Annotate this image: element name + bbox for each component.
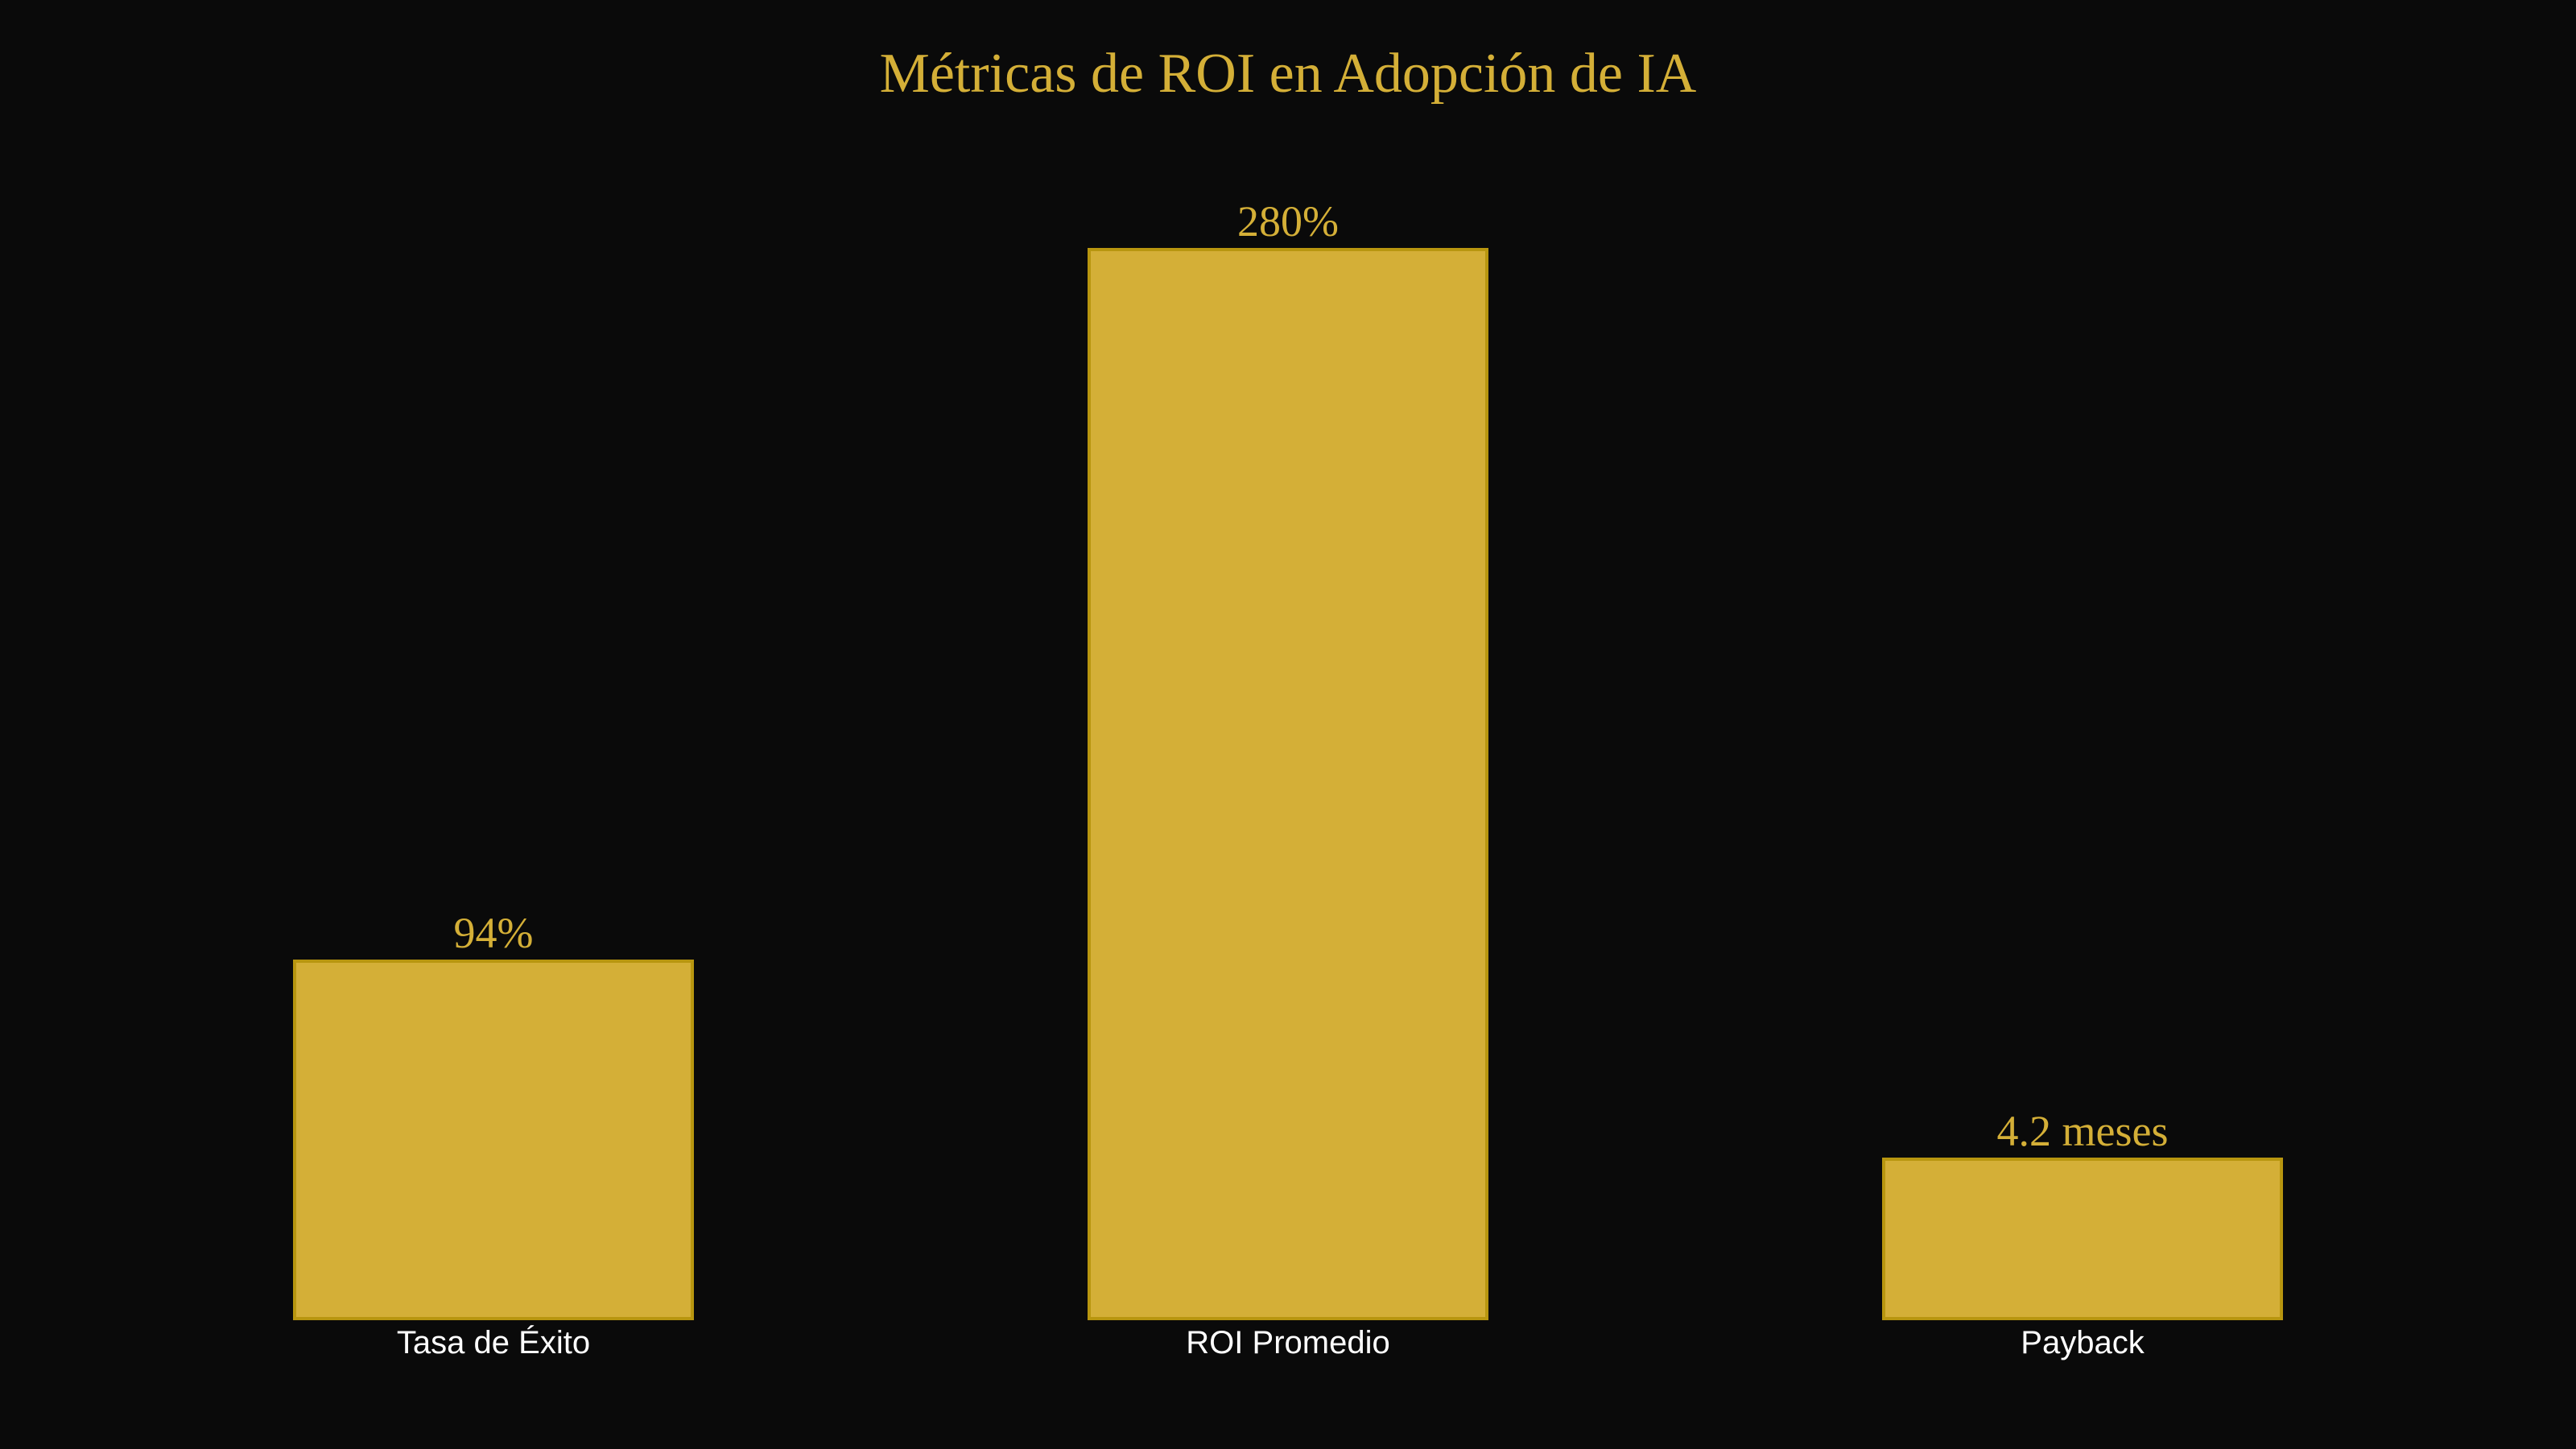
bar-tasa-de-exito [293,960,694,1320]
bar-payback [1882,1158,2283,1320]
bar-roi-promedio [1088,248,1488,1320]
x-tick-label: Tasa de Éxito [396,1325,591,1360]
x-tick-label: Payback [2021,1325,2145,1360]
bar-value-label: 4.2 meses [1996,1107,2169,1155]
chart-title: Métricas de ROI en Adopción de IA [879,43,1697,105]
bar-value-label: 280% [1237,197,1339,246]
x-tick-label: ROI Promedio [1186,1325,1390,1360]
bar-value-label: 94% [453,909,534,957]
